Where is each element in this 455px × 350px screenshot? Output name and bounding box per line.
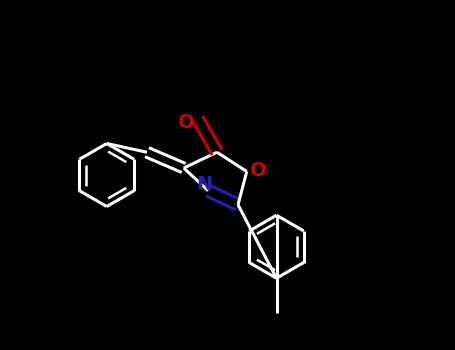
Text: O: O <box>178 113 195 132</box>
Text: O: O <box>250 161 266 180</box>
Text: N: N <box>196 175 212 194</box>
